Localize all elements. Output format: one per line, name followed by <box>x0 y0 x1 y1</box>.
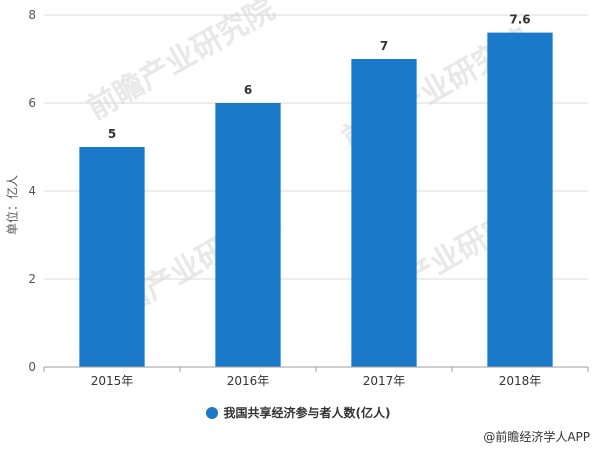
y-axis-title: 单位：亿人 <box>5 174 20 236</box>
data-label: 6 <box>244 83 252 97</box>
bar-layer <box>79 32 553 367</box>
legend-label: 我国共享经济参与者人数(亿人) <box>223 406 391 420</box>
bar[interactable] <box>351 59 417 367</box>
y-tick-label: 8 <box>28 8 36 22</box>
y-tick-label: 0 <box>28 360 36 374</box>
x-tick-label: 2016年 <box>227 374 270 388</box>
y-tick-label: 4 <box>28 184 36 198</box>
source-credit: @前瞻经济学人APP <box>483 430 590 444</box>
data-label: 7 <box>380 39 388 53</box>
legend[interactable]: 我国共享经济参与者人数(亿人) <box>0 404 596 421</box>
y-tick-label: 6 <box>28 96 36 110</box>
bar[interactable] <box>79 147 145 367</box>
y-tick-label: 2 <box>28 272 36 286</box>
bar[interactable] <box>215 103 281 367</box>
legend-marker <box>205 407 218 419</box>
y-axis-title-wrap: 单位：亿人 <box>2 160 22 250</box>
data-label: 5 <box>108 127 116 141</box>
axis-layer: 0 2 4 6 8 2015年 2016年 2017年 2018年 <box>28 8 589 388</box>
data-label: 7.6 <box>509 13 530 27</box>
x-tick-label: 2018年 <box>499 374 542 388</box>
bar[interactable] <box>487 32 553 367</box>
x-tick-label: 2015年 <box>91 374 134 388</box>
label-layer: 5 6 7 7.6 <box>108 13 531 141</box>
x-tick-label: 2017年 <box>363 374 406 388</box>
